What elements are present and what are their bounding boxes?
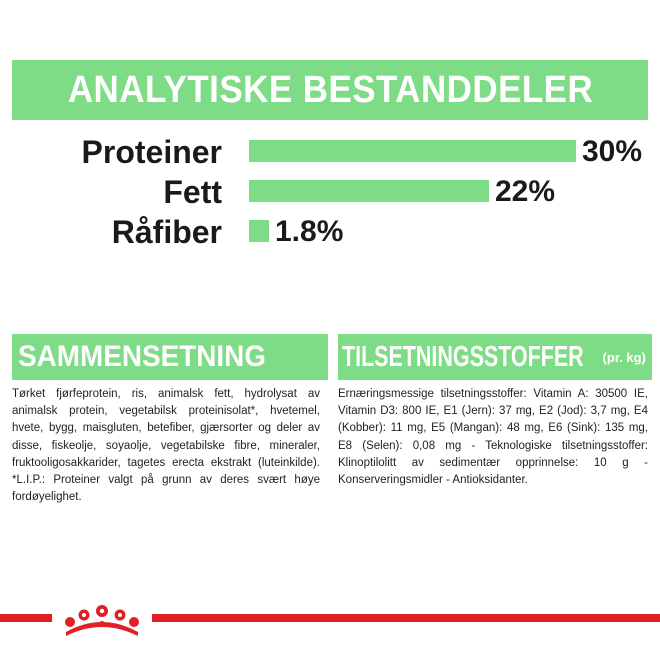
nutrient-value: 30%: [582, 135, 643, 168]
nutrient-bar: [249, 220, 269, 242]
footer-line-right: [152, 614, 660, 622]
nutrient-label: Fett: [163, 174, 222, 210]
crown-logo-icon: [65, 605, 139, 636]
footer-line-left: [0, 614, 52, 622]
analytics-header: ANALYTISKE BESTANDDELER: [12, 60, 648, 120]
nutrient-bar: [249, 180, 489, 202]
nutrient-label: Råfiber: [111, 214, 222, 250]
additives-header: TILSETNINGSSTOFFER (pr. kg): [338, 334, 652, 380]
nutrient-row-protein: Proteiner 30%: [0, 134, 660, 170]
additives-unit: (pr. kg): [602, 349, 646, 365]
composition-title: SAMMENSETNING: [18, 340, 267, 373]
nutrient-row-fiber: Råfiber 1.8%: [0, 214, 660, 250]
composition-text: Tørket fjørfeprotein, ris, animalsk fett…: [12, 388, 320, 504]
nutrient-bar: [249, 140, 576, 162]
additives-title: TILSETNINGSSTOFFER: [342, 340, 584, 373]
nutrient-row-fat: Fett 22%: [0, 174, 660, 210]
analytics-title: ANALYTISKE BESTANDDELER: [67, 68, 593, 111]
additives-text: Ernæringsmessige tilsetningsstoffer: Vit…: [338, 388, 648, 487]
nutrient-label: Proteiner: [81, 134, 222, 170]
nutrient-value: 22%: [495, 175, 556, 208]
composition-header: SAMMENSETNING: [12, 334, 328, 380]
nutrient-value: 1.8%: [275, 215, 344, 248]
